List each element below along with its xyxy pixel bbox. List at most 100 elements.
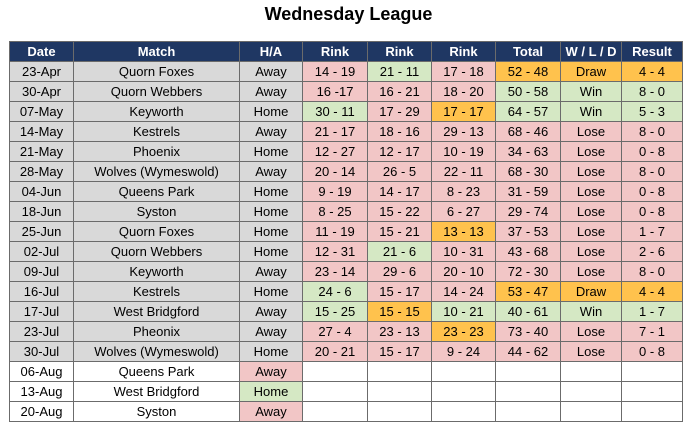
result-cell: 1 - 7: [621, 221, 683, 242]
table-row: 07-May Keyworth Home 30 - 11 17 - 29 17 - 17 6…: [9, 101, 683, 122]
date-cell: 25-Jun: [9, 221, 74, 242]
match-cell: Wolves (Wymeswold): [73, 341, 240, 362]
rink-score-cell: 12 - 27: [302, 141, 368, 162]
home-away-cell: Away: [239, 81, 303, 102]
date-cell: 16-Jul: [9, 281, 74, 302]
rink-score-cell: 15 - 21: [367, 221, 432, 242]
rink-score-cell: 15 - 15: [367, 301, 432, 322]
total-cell: 52 - 48: [495, 61, 561, 82]
match-cell: Queens Park: [73, 181, 240, 202]
match-cell: Pheonix: [73, 321, 240, 342]
rink-score-cell: 20 - 10: [431, 261, 496, 282]
empty-cell: [431, 361, 496, 382]
rink-score-cell: 6 - 27: [431, 201, 496, 222]
rink-score-cell: 15 - 17: [367, 281, 432, 302]
match-cell: Kestrels: [73, 281, 240, 302]
match-cell: Syston: [73, 201, 240, 222]
date-cell: 13-Aug: [9, 381, 74, 402]
empty-cell: [367, 361, 432, 382]
rink-score-cell: 15 - 25: [302, 301, 368, 322]
date-cell: 02-Jul: [9, 241, 74, 262]
result-cell: 4 - 4: [621, 281, 683, 302]
rink-score-cell: 27 - 4: [302, 321, 368, 342]
rink-score-cell: 16 -17: [302, 81, 368, 102]
home-away-cell: Home: [239, 201, 303, 222]
rink-score-cell: 23 - 14: [302, 261, 368, 282]
header-row: Date Match H/A Rink Rink Rink Total W / …: [9, 41, 683, 62]
wld-cell: Lose: [560, 241, 622, 262]
date-cell: 28-May: [9, 161, 74, 182]
wld-cell: Lose: [560, 121, 622, 142]
wld-cell: Lose: [560, 201, 622, 222]
table-row: 09-Jul Keyworth Away 23 - 14 29 - 6 20 - 10 72…: [9, 261, 683, 282]
total-cell: 43 - 68: [495, 241, 561, 262]
total-cell: 68 - 46: [495, 121, 561, 142]
wld-cell: Lose: [560, 261, 622, 282]
match-cell: Quorn Foxes: [73, 221, 240, 242]
rink-score-cell: 22 - 11: [431, 161, 496, 182]
empty-cell: [495, 381, 561, 402]
home-away-cell: Home: [239, 381, 303, 402]
rink-score-cell: 23 - 13: [367, 321, 432, 342]
date-cell: 20-Aug: [9, 401, 74, 422]
date-cell: 09-Jul: [9, 261, 74, 282]
total-cell: 64 - 57: [495, 101, 561, 122]
total-cell: 29 - 74: [495, 201, 561, 222]
wld-cell: Lose: [560, 221, 622, 242]
match-cell: Quorn Webbers: [73, 81, 240, 102]
total-cell: 53 - 47: [495, 281, 561, 302]
rink-score-cell: 10 - 21: [431, 301, 496, 322]
page-title: Wednesday League: [264, 4, 433, 24]
home-away-cell: Home: [239, 281, 303, 302]
rink-score-cell: 18 - 16: [367, 121, 432, 142]
home-away-cell: Away: [239, 361, 303, 382]
date-cell: 21-May: [9, 141, 74, 162]
rink-score-cell: 21 - 17: [302, 121, 368, 142]
home-away-cell: Away: [239, 161, 303, 182]
wld-cell: Win: [560, 301, 622, 322]
empty-cell: [302, 381, 368, 402]
date-cell: 30-Apr: [9, 81, 74, 102]
result-cell: 4 - 4: [621, 61, 683, 82]
league-table: Date Match H/A Rink Rink Rink Total W / …: [9, 41, 683, 422]
total-cell: 72 - 30: [495, 261, 561, 282]
header-match: Match: [73, 41, 240, 62]
date-cell: 18-Jun: [9, 201, 74, 222]
date-cell: 04-Jun: [9, 181, 74, 202]
header-wld: W / L / D: [560, 41, 622, 62]
rink-score-cell: 10 - 31: [431, 241, 496, 262]
table-row: 16-Jul Kestrels Home 24 - 6 15 - 17 14 - 24 53…: [9, 281, 683, 302]
date-cell: 06-Aug: [9, 361, 74, 382]
total-cell: 44 - 62: [495, 341, 561, 362]
table-row: 04-Jun Queens Park Home 9 - 19 14 - 17 8 - 23…: [9, 181, 683, 202]
result-cell: 5 - 3: [621, 101, 683, 122]
empty-cell: [621, 361, 683, 382]
table-row: 21-May Phoenix Home 12 - 27 12 - 17 10 - 19 34…: [9, 141, 683, 162]
home-away-cell: Away: [239, 401, 303, 422]
header-rink-1: Rink: [302, 41, 368, 62]
date-cell: 23-Jul: [9, 321, 74, 342]
match-cell: West Bridgford: [73, 301, 240, 322]
empty-cell: [560, 381, 622, 402]
table-row: 20-Aug Syston Away: [9, 401, 683, 422]
rink-score-cell: 9 - 19: [302, 181, 368, 202]
match-cell: Syston: [73, 401, 240, 422]
result-cell: 7 - 1: [621, 321, 683, 342]
rink-score-cell: 8 - 23: [431, 181, 496, 202]
wld-cell: Draw: [560, 61, 622, 82]
header-rink-2: Rink: [367, 41, 432, 62]
match-cell: Wolves (Wymeswold): [73, 161, 240, 182]
home-away-cell: Away: [239, 121, 303, 142]
rink-score-cell: 20 - 14: [302, 161, 368, 182]
match-cell: Quorn Webbers: [73, 241, 240, 262]
table-row: 02-Jul Quorn Webbers Home 12 - 31 21 - 6 10 -…: [9, 241, 683, 262]
result-cell: 8 - 0: [621, 261, 683, 282]
wld-cell: Lose: [560, 181, 622, 202]
result-cell: 0 - 8: [621, 201, 683, 222]
total-cell: 73 - 40: [495, 321, 561, 342]
rink-score-cell: 15 - 17: [367, 341, 432, 362]
date-cell: 30-Jul: [9, 341, 74, 362]
rink-score-cell: 14 - 24: [431, 281, 496, 302]
table-row: 28-May Wolves (Wymeswold) Away 20 - 14 26 - …: [9, 161, 683, 182]
date-cell: 17-Jul: [9, 301, 74, 322]
